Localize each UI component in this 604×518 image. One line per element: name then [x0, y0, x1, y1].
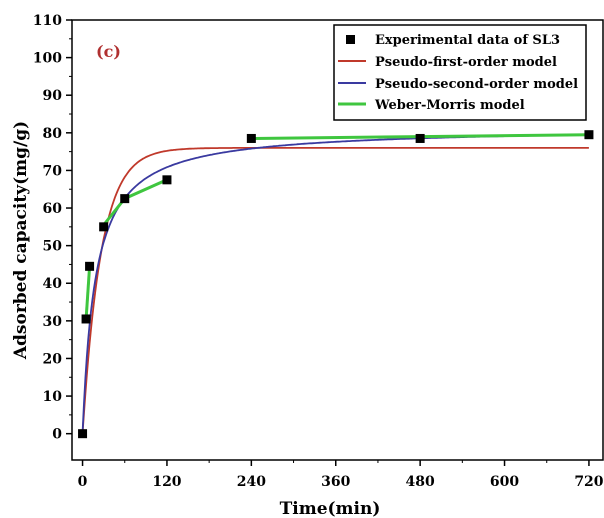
tick-labels: 0 120 240 360 480 600 720 0 10 20 30 40 50 60 70 80 90 10…	[33, 13, 604, 490]
pso-curve	[81, 133, 589, 434]
pfo-curve	[81, 147, 589, 434]
y-tick-label: 100	[33, 51, 62, 67]
x-tick-label: 720	[574, 474, 603, 490]
y-tick-label: 50	[43, 239, 63, 255]
axes	[66, 19, 604, 466]
experimental-point	[78, 429, 88, 439]
y-tick-label: 60	[43, 201, 63, 217]
model-curves	[81, 133, 589, 434]
y-tick-label: 20	[43, 351, 63, 367]
experimental-point	[162, 175, 172, 185]
experimental-point	[85, 261, 95, 271]
experimental-point	[81, 314, 91, 324]
y-tick-label: 40	[43, 276, 63, 292]
legend-marker-experimental	[346, 35, 355, 44]
legend: Experimental data of SL3 Pseudo-first-or…	[333, 24, 587, 121]
y-tick-label: 10	[43, 389, 63, 405]
x-tick-label: 480	[406, 474, 435, 490]
x-axis-title: Time(min)	[280, 499, 381, 518]
y-tick-label: 0	[52, 427, 62, 443]
x-tick-label: 120	[152, 474, 181, 490]
experimental-point	[415, 133, 425, 143]
legend-label-pso: Pseudo-second-order model	[375, 77, 578, 92]
weber-morris-segment-1	[84, 266, 92, 320]
y-axis-title: Adsorbed capacity(mg/g)	[11, 121, 31, 360]
experimental-point	[99, 222, 109, 232]
legend-label-pfo: Pseudo-first-order model	[375, 55, 557, 70]
y-tick-label: 30	[43, 314, 63, 330]
plot-frame	[71, 19, 604, 461]
experimental-point	[120, 194, 130, 204]
panel-label: (c)	[96, 42, 121, 61]
y-tick-label: 80	[43, 126, 63, 142]
x-tick-label: 0	[78, 474, 88, 490]
legend-box	[333, 24, 587, 121]
legend-label-wm: Weber-Morris model	[374, 98, 525, 113]
legend-label-experimental: Experimental data of SL3	[375, 33, 560, 48]
x-tick-label: 600	[490, 474, 519, 490]
experimental-points	[78, 130, 594, 439]
y-tick-label: 70	[43, 163, 63, 179]
x-tick-label: 240	[237, 474, 266, 490]
y-tick-label: 90	[43, 88, 63, 104]
experimental-point	[584, 130, 594, 140]
x-tick-label: 360	[321, 474, 350, 490]
y-tick-label: 110	[33, 13, 62, 29]
experimental-point	[246, 133, 256, 143]
